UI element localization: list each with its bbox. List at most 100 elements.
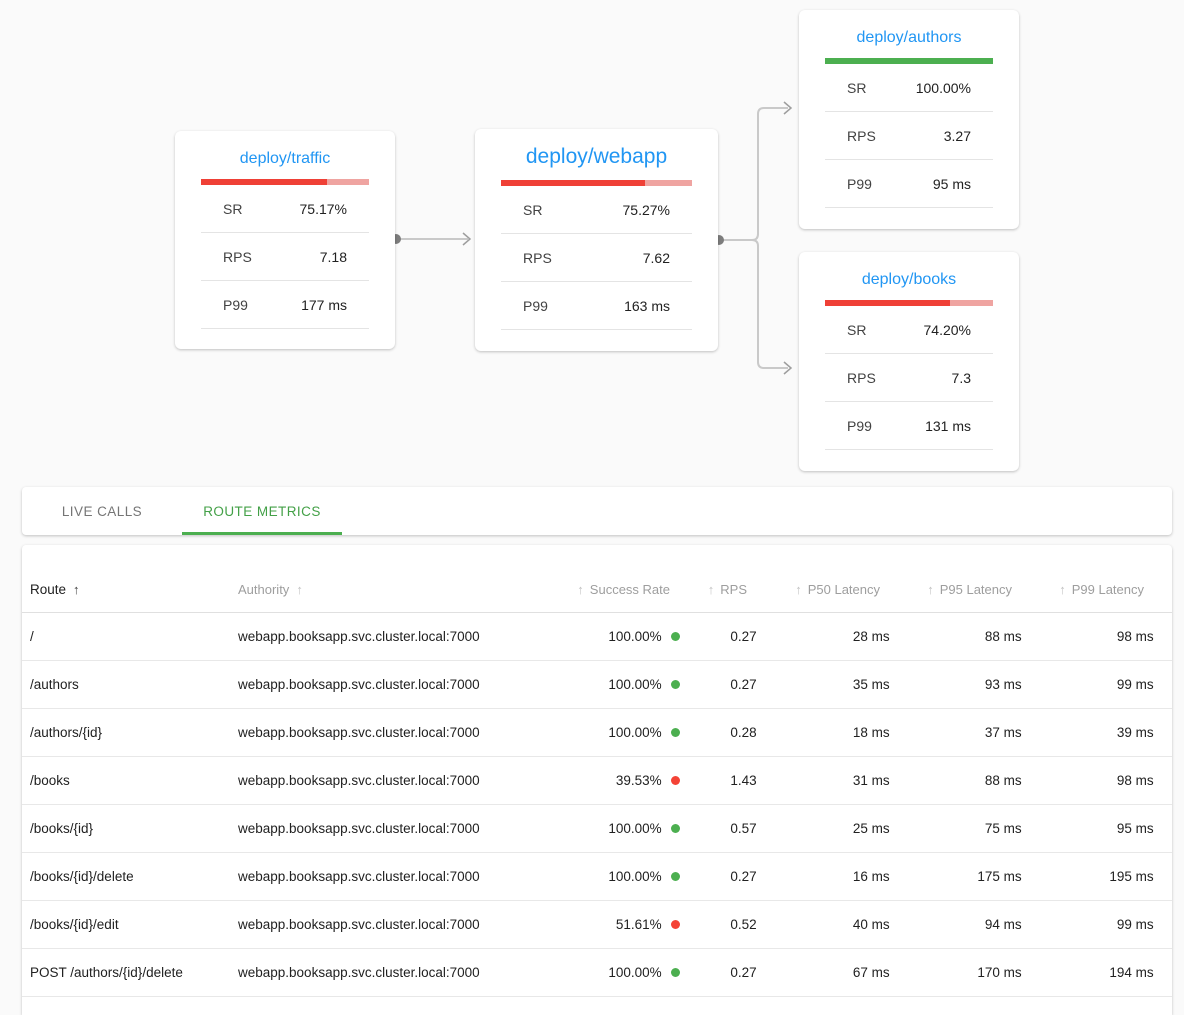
success-rate-bar-fill	[825, 58, 993, 64]
p95-cell: 88 ms	[984, 773, 1022, 788]
p99-cell: 195 ms	[1109, 869, 1154, 884]
p50-cell: 16 ms	[852, 869, 890, 884]
metric-label: RPS	[847, 369, 876, 386]
p50-cell: 18 ms	[852, 725, 890, 740]
metric-row-sr: SR 74.20%	[825, 306, 993, 354]
column-header-authority[interactable]: Authority ↑	[238, 582, 470, 597]
metric-value: 177 ms	[301, 296, 347, 313]
graph-node-deploy-webapp[interactable]: deploy/webapp SR 75.27% RPS 7.62 P99 163…	[475, 129, 718, 351]
status-dot	[670, 632, 680, 641]
column-label: Authority	[238, 582, 290, 597]
arrowhead-icon	[462, 232, 472, 246]
node-title-link[interactable]: deploy/webapp	[525, 145, 668, 168]
column-header-route[interactable]: Route ↑	[30, 582, 238, 597]
metric-label: P99	[847, 175, 872, 192]
metric-row-rps: RPS 3.27	[825, 112, 993, 160]
success-rate-cell: 100.00%	[480, 965, 680, 980]
metric-value: 131 ms	[925, 417, 971, 434]
column-header-p50-latency[interactable]: ↑ P50 Latency	[747, 582, 880, 597]
success-rate-bar	[501, 180, 692, 186]
success-rate-value: 100.00%	[608, 965, 662, 980]
p95-cell: 170 ms	[977, 965, 1022, 980]
success-rate-bar	[201, 179, 369, 185]
p99-cell: 98 ms	[1116, 773, 1154, 788]
route-cell: /books/{id}/delete	[30, 869, 134, 884]
table-row: /books webapp.booksapp.svc.cluster.local…	[22, 757, 1172, 805]
p95-cell: 88 ms	[984, 629, 1022, 644]
metric-label: SR	[523, 201, 543, 218]
graph-node-deploy-authors[interactable]: deploy/authors SR 100.00% RPS 3.27 P99 9…	[799, 10, 1019, 229]
success-rate-bar-fill	[501, 180, 645, 186]
status-dot	[670, 776, 680, 785]
column-header-p95-latency[interactable]: ↑ P95 Latency	[880, 582, 1012, 597]
metric-row-sr: SR 100.00%	[825, 64, 993, 112]
arrowhead-icon	[783, 361, 793, 375]
table-row: /books/{id}/edit webapp.booksapp.svc.clu…	[22, 901, 1172, 949]
sort-arrow-icon: ↑	[927, 582, 934, 597]
sort-arrow-icon: ↑	[296, 582, 303, 597]
p95-cell: 93 ms	[984, 677, 1022, 692]
table-row: / webapp.booksapp.svc.cluster.local:7000…	[22, 613, 1172, 661]
authority-cell: webapp.booksapp.svc.cluster.local:7000	[238, 917, 480, 932]
rps-cell: 0.27	[730, 965, 757, 980]
node-metrics: SR 75.17% RPS 7.18 P99 177 ms	[201, 185, 369, 329]
route-cell: /books/{id}/edit	[30, 917, 119, 932]
success-rate-value: 51.61%	[615, 917, 662, 932]
arrowhead-icon	[783, 101, 793, 115]
metric-value: 75.17%	[299, 200, 347, 217]
table-row: /authors/{id} webapp.booksapp.svc.cluste…	[22, 709, 1172, 757]
p50-cell: 28 ms	[852, 629, 890, 644]
node-metrics: SR 100.00% RPS 3.27 P99 95 ms	[825, 64, 993, 208]
node-title-link[interactable]: deploy/books	[861, 271, 957, 288]
column-label: Success Rate	[589, 582, 670, 597]
success-rate-bar-fill	[825, 300, 950, 306]
node-title-link[interactable]: deploy/traffic	[239, 150, 331, 167]
metric-label: P99	[523, 297, 548, 314]
column-header-p99-latency[interactable]: ↑ P99 Latency	[1012, 582, 1144, 597]
metric-value: 3.27	[943, 127, 971, 144]
metric-label: RPS	[847, 127, 876, 144]
metric-value: 95 ms	[932, 175, 971, 192]
metric-row-rps: RPS 7.3	[825, 354, 993, 402]
metric-label: SR	[847, 321, 867, 338]
success-rate-value: 100.00%	[608, 869, 662, 884]
metric-row-p99: P99 131 ms	[825, 402, 993, 450]
metric-value: 7.18	[319, 248, 347, 265]
column-header-rps[interactable]: ↑ RPS	[670, 582, 747, 597]
success-rate-cell: 100.00%	[480, 629, 680, 644]
p99-cell: 95 ms	[1116, 821, 1154, 836]
success-rate-cell: 100.00%	[480, 869, 680, 884]
success-rate-cell: 51.61%	[480, 917, 680, 932]
column-label: P99 Latency	[1071, 582, 1144, 597]
p50-cell: 31 ms	[852, 773, 890, 788]
table-row: POST /authors/{id}/delete webapp.booksap…	[22, 949, 1172, 997]
p50-cell: 25 ms	[852, 821, 890, 836]
node-title-link[interactable]: deploy/authors	[856, 29, 962, 46]
tab-route-metrics[interactable]: ROUTE METRICS	[182, 487, 342, 535]
p95-cell: 175 ms	[977, 869, 1022, 884]
table-row: /books/{id} webapp.booksapp.svc.cluster.…	[22, 805, 1172, 853]
metric-row-sr: SR 75.27%	[501, 186, 692, 234]
success-rate-value: 100.00%	[608, 629, 662, 644]
graph-node-deploy-books[interactable]: deploy/books SR 74.20% RPS 7.3 P99 131 m…	[799, 252, 1019, 471]
column-header-success-rate[interactable]: ↑ Success Rate	[470, 582, 670, 597]
metric-row-rps: RPS 7.18	[201, 233, 369, 281]
table-header: Route ↑ Authority ↑ ↑ Success Rate ↑ RPS ↑ P5…	[22, 545, 1172, 613]
rps-cell: 1.43	[730, 773, 757, 788]
success-rate-value: 100.00%	[608, 821, 662, 836]
rps-cell: 0.27	[730, 869, 757, 884]
column-label: P50 Latency	[807, 582, 880, 597]
tab-live-calls[interactable]: LIVE CALLS	[61, 503, 143, 519]
metric-label: P99	[223, 296, 248, 313]
metric-value: 7.3	[951, 369, 971, 386]
column-label: P95 Latency	[939, 582, 1012, 597]
success-rate-bar	[825, 300, 993, 306]
metric-label: P99	[847, 417, 872, 434]
success-rate-value: 100.00%	[608, 725, 662, 740]
authority-cell: webapp.booksapp.svc.cluster.local:7000	[238, 629, 480, 644]
status-dot	[670, 680, 680, 689]
graph-node-deploy-traffic[interactable]: deploy/traffic SR 75.17% RPS 7.18 P99 17…	[175, 131, 395, 349]
success-rate-value: 39.53%	[615, 773, 662, 788]
metric-row-p99: P99 163 ms	[501, 282, 692, 330]
route-cell: POST /authors/{id}/delete	[30, 965, 183, 980]
